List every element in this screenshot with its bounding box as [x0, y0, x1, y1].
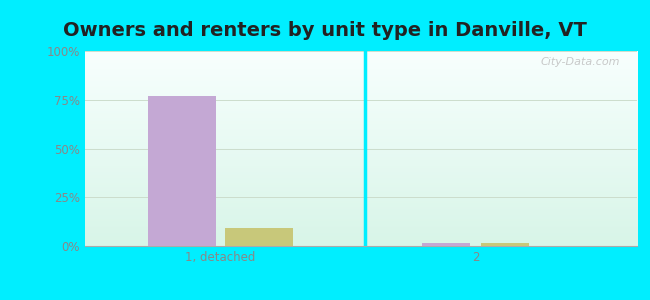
- Bar: [482, 243, 529, 246]
- Text: Owners and renters by unit type in Danville, VT: Owners and renters by unit type in Danvi…: [63, 21, 587, 40]
- Text: City-Data.com: City-Data.com: [541, 57, 620, 67]
- Bar: [422, 243, 469, 246]
- Bar: [225, 229, 292, 246]
- Bar: [148, 96, 216, 246]
